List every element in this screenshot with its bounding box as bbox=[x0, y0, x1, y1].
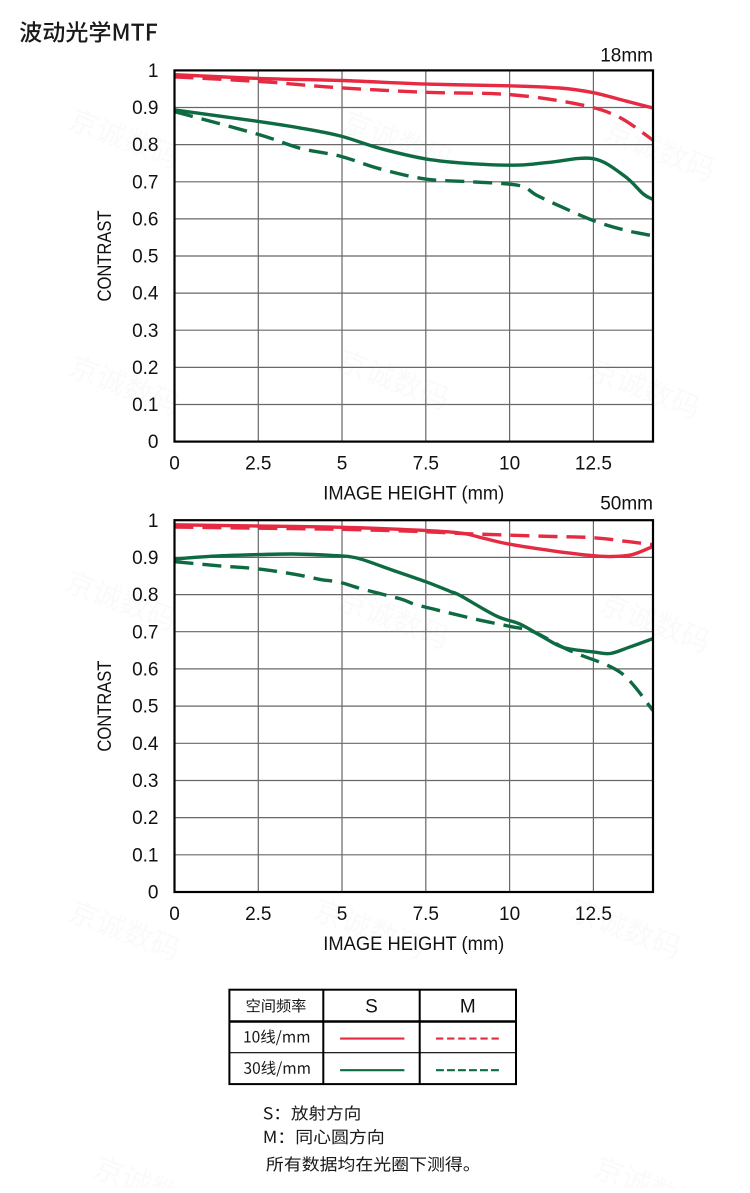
svg-text:CONTRAST: CONTRAST bbox=[94, 210, 116, 301]
svg-text:0.7: 0.7 bbox=[132, 622, 158, 643]
svg-text:0.2: 0.2 bbox=[132, 358, 158, 379]
svg-text:2.5: 2.5 bbox=[245, 454, 271, 475]
svg-text:2.5: 2.5 bbox=[245, 904, 271, 925]
svg-text:0.2: 0.2 bbox=[132, 808, 158, 829]
svg-text:10: 10 bbox=[499, 454, 520, 475]
svg-text:7.5: 7.5 bbox=[413, 904, 439, 925]
svg-text:0.5: 0.5 bbox=[132, 697, 158, 718]
svg-text:0.4: 0.4 bbox=[132, 734, 159, 755]
svg-text:IMAGE HEIGHT (mm): IMAGE HEIGHT (mm) bbox=[323, 484, 504, 505]
svg-text:0.4: 0.4 bbox=[132, 284, 159, 305]
svg-text:0.8: 0.8 bbox=[132, 585, 158, 606]
svg-text:IMAGE HEIGHT (mm): IMAGE HEIGHT (mm) bbox=[323, 934, 504, 955]
svg-text:0.6: 0.6 bbox=[132, 210, 158, 231]
svg-text:18mm: 18mm bbox=[600, 46, 653, 67]
svg-text:0.8: 0.8 bbox=[132, 135, 158, 156]
svg-text:7.5: 7.5 bbox=[413, 454, 439, 475]
svg-text:0: 0 bbox=[169, 454, 180, 475]
svg-text:0.1: 0.1 bbox=[132, 845, 158, 866]
svg-text:0: 0 bbox=[169, 904, 180, 925]
svg-text:10: 10 bbox=[499, 904, 520, 925]
svg-text:M: M bbox=[460, 996, 476, 1017]
svg-text:1: 1 bbox=[148, 511, 159, 532]
svg-text:S: S bbox=[365, 996, 378, 1017]
svg-text:0.9: 0.9 bbox=[132, 548, 158, 569]
svg-text:12.5: 12.5 bbox=[575, 454, 612, 475]
svg-text:1: 1 bbox=[148, 61, 159, 82]
svg-text:5: 5 bbox=[337, 904, 348, 925]
svg-text:12.5: 12.5 bbox=[575, 904, 612, 925]
svg-text:5: 5 bbox=[337, 454, 348, 475]
svg-text:0.5: 0.5 bbox=[132, 247, 158, 268]
svg-text:0.6: 0.6 bbox=[132, 660, 158, 681]
svg-text:0: 0 bbox=[148, 432, 159, 453]
svg-text:0.9: 0.9 bbox=[132, 98, 158, 119]
svg-text:CONTRAST: CONTRAST bbox=[94, 661, 116, 752]
svg-text:0: 0 bbox=[148, 883, 159, 904]
svg-text:0.3: 0.3 bbox=[132, 321, 158, 342]
svg-text:50mm: 50mm bbox=[600, 494, 653, 515]
svg-text:0.3: 0.3 bbox=[132, 771, 158, 792]
svg-text:0.7: 0.7 bbox=[132, 172, 158, 193]
svg-text:0.1: 0.1 bbox=[132, 395, 158, 416]
